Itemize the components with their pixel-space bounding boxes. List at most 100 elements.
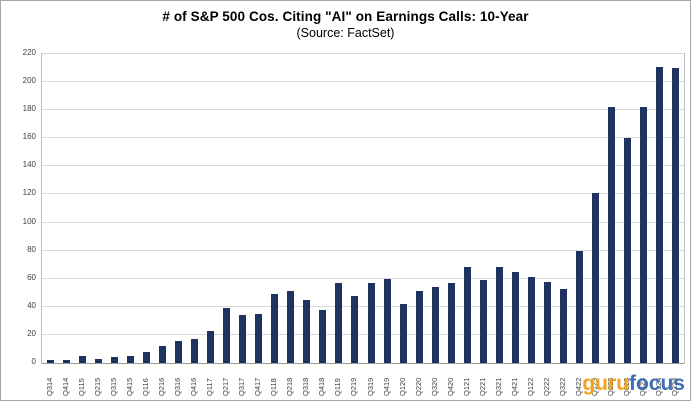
x-tick-label-Q116: Q116 (140, 378, 150, 396)
bar-Q219 (351, 296, 359, 363)
x-tick-label-Q417: Q417 (253, 377, 263, 396)
x-tick-label-Q318: Q318 (301, 377, 311, 396)
x-tick-label-Q222: Q222 (542, 377, 552, 396)
x-tick-label-Q117: Q117 (205, 378, 215, 396)
bar-Q218 (287, 291, 295, 363)
y-tick-label-120: 120 (22, 188, 36, 198)
x-tick-label-Q220: Q220 (413, 377, 423, 396)
bar-Q421 (511, 272, 519, 363)
bar-Q124 (656, 67, 664, 363)
x-tick-label-Q421: Q421 (509, 377, 519, 396)
x-tick-label-Q216: Q216 (156, 377, 166, 396)
x-tick-label-Q322: Q322 (558, 377, 568, 396)
x-tick-label-Q115: Q115 (76, 378, 86, 396)
bar-Q323 (624, 138, 632, 363)
x-tick-label-Q219: Q219 (349, 377, 359, 396)
bar-Q222 (544, 282, 552, 363)
bar-Q116 (142, 352, 150, 363)
bar-Q118 (271, 294, 279, 363)
bar-Q422 (576, 251, 584, 363)
bar-Q321 (495, 267, 503, 363)
x-tick-label-Q119: Q119 (333, 378, 343, 396)
y-tick-label-180: 180 (22, 104, 36, 114)
x-tick-label-Q320: Q320 (429, 377, 439, 396)
x-tick-label-Q217: Q217 (221, 377, 231, 396)
bar-Q123 (592, 193, 600, 363)
gridline-180 (42, 109, 684, 111)
x-tick-label-Q319: Q319 (365, 377, 375, 396)
bar-Q420 (447, 283, 455, 363)
x-tick-label-Q419: Q419 (381, 377, 391, 396)
y-tick-label-100: 100 (22, 216, 36, 226)
gridline-40 (42, 305, 684, 307)
x-tick-label-Q218: Q218 (285, 377, 295, 396)
x-tick-label-Q215: Q215 (92, 377, 102, 396)
gridline-200 (42, 81, 684, 83)
y-tick-label-160: 160 (22, 132, 36, 142)
bar-Q316 (174, 341, 182, 363)
gridline-0 (42, 363, 684, 364)
bar-Q320 (431, 287, 439, 363)
x-tick-label-Q321: Q321 (493, 377, 503, 396)
bar-Q419 (383, 279, 391, 363)
gridline-100 (42, 221, 684, 223)
bar-Q418 (319, 310, 327, 363)
y-tick-label-40: 40 (27, 300, 36, 310)
y-tick-label-200: 200 (22, 76, 36, 86)
x-tick-label-Q420: Q420 (445, 377, 455, 396)
x-tick-label-Q221: Q221 (477, 377, 487, 396)
bar-Q217 (223, 308, 231, 363)
gridline-120 (42, 193, 684, 195)
bar-Q322 (560, 289, 568, 363)
x-tick-label-Q416: Q416 (188, 377, 198, 396)
x-tick-label-Q315: Q315 (108, 377, 118, 396)
x-tick-label-Q314: Q314 (44, 377, 54, 396)
x-tick-label-Q418: Q418 (317, 377, 327, 396)
y-tick-label-80: 80 (27, 244, 36, 254)
bar-Q221 (479, 280, 487, 363)
gridline-60 (42, 277, 684, 279)
x-tick-label-Q118: Q118 (269, 378, 279, 396)
bar-Q317 (239, 315, 247, 363)
y-tick-label-20: 20 (27, 328, 36, 338)
bar-Q417 (255, 314, 263, 363)
bar-Q216 (158, 346, 166, 363)
bar-Q215 (94, 359, 102, 363)
bar-Q416 (190, 339, 198, 363)
bar-Q121 (463, 267, 471, 363)
bar-Q314 (46, 360, 54, 363)
y-tick-label-0: 0 (31, 357, 36, 366)
y-tick-label-220: 220 (22, 48, 36, 57)
plot-area (41, 53, 685, 364)
x-tick-label-Q414: Q414 (60, 377, 70, 396)
chart-subtitle: (Source: FactSet) (296, 26, 395, 40)
x-tick-label-Q121: Q121 (461, 377, 471, 396)
x-tick-label-Q120: Q120 (397, 377, 407, 396)
bar-Q223 (608, 107, 616, 363)
bar-Q414 (62, 360, 70, 363)
gridline-160 (42, 137, 684, 139)
x-tick-label-Q316: Q316 (172, 377, 182, 396)
x-tick-label-Q317: Q317 (237, 377, 247, 396)
bar-Q224 (672, 68, 680, 363)
bar-Q415 (126, 356, 134, 363)
bar-Q117 (207, 331, 215, 363)
gridline-80 (42, 249, 684, 251)
bar-Q423 (640, 107, 648, 363)
bar-Q315 (110, 357, 118, 363)
gurufocus-watermark: gurufocus (582, 373, 685, 394)
watermark-guru-text: guru (582, 372, 629, 395)
bar-Q120 (399, 304, 407, 363)
bar-Q115 (78, 356, 86, 363)
x-tick-label-Q122: Q122 (526, 377, 536, 396)
y-tick-label-140: 140 (22, 160, 36, 170)
bar-Q319 (367, 283, 375, 363)
bar-Q318 (303, 300, 311, 363)
gridline-220 (42, 53, 684, 54)
bar-Q220 (415, 291, 423, 363)
gridline-20 (42, 333, 684, 335)
chart-title: # of S&P 500 Cos. Citing "AI" on Earning… (162, 9, 529, 24)
watermark-focus-text: focus (628, 372, 685, 395)
bar-Q122 (528, 277, 536, 363)
